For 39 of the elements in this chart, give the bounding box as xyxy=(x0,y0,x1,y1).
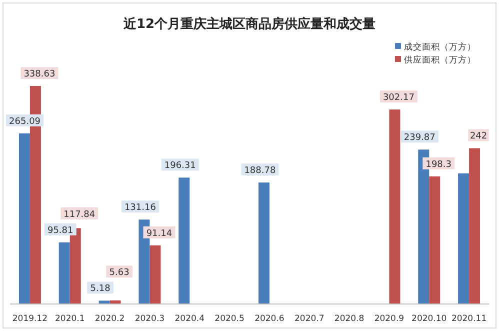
chart-title: 近12个月重庆主城区商品房供应量和成交量 xyxy=(122,16,376,32)
x-tick-label: 2020.3 xyxy=(134,314,165,324)
x-tick-label: 2020.4 xyxy=(174,314,204,324)
data-label: 338.63 xyxy=(24,70,56,80)
legend-label: 供应面积（万方） xyxy=(404,54,476,66)
legend-label: 成交面积（万方） xyxy=(404,42,476,52)
data-label: 91.14 xyxy=(146,228,172,239)
bar xyxy=(469,148,480,304)
bar xyxy=(458,173,470,304)
data-label: 196.31 xyxy=(164,161,196,172)
bar xyxy=(150,245,161,304)
data-label: 302.17 xyxy=(382,92,414,103)
data-label: 188.78 xyxy=(244,166,276,176)
data-label: 5.18 xyxy=(90,284,111,294)
x-tick-label: 2020.9 xyxy=(374,314,404,324)
x-tick-label: 2020.7 xyxy=(294,314,324,324)
bar xyxy=(258,182,270,304)
data-label: 5.63 xyxy=(109,268,130,278)
data-label: 131.16 xyxy=(124,203,156,214)
x-tick-label: 2020.11 xyxy=(451,314,487,324)
bar xyxy=(98,300,110,304)
x-tick-label: 2019.12 xyxy=(12,314,48,324)
x-tick-label: 2020.8 xyxy=(334,314,364,324)
data-label: 198.3 xyxy=(426,160,452,170)
x-tick-label: 2020.5 xyxy=(214,314,244,324)
bar xyxy=(58,242,70,304)
x-tick-label: 2020.10 xyxy=(412,314,447,324)
bar xyxy=(389,109,400,304)
data-label: 265.09 xyxy=(9,116,41,127)
data-label: 95.81 xyxy=(47,226,74,236)
x-tick-label: 2020.6 xyxy=(254,314,284,324)
x-tick-label: 2020.1 xyxy=(55,314,85,324)
data-label: 242 xyxy=(470,132,488,142)
x-tick-label: 2020.2 xyxy=(94,314,125,324)
bar xyxy=(178,178,190,304)
data-label: 117.84 xyxy=(64,210,96,220)
bar xyxy=(429,176,440,304)
data-label: 239.87 xyxy=(404,133,436,144)
bar xyxy=(18,133,30,304)
